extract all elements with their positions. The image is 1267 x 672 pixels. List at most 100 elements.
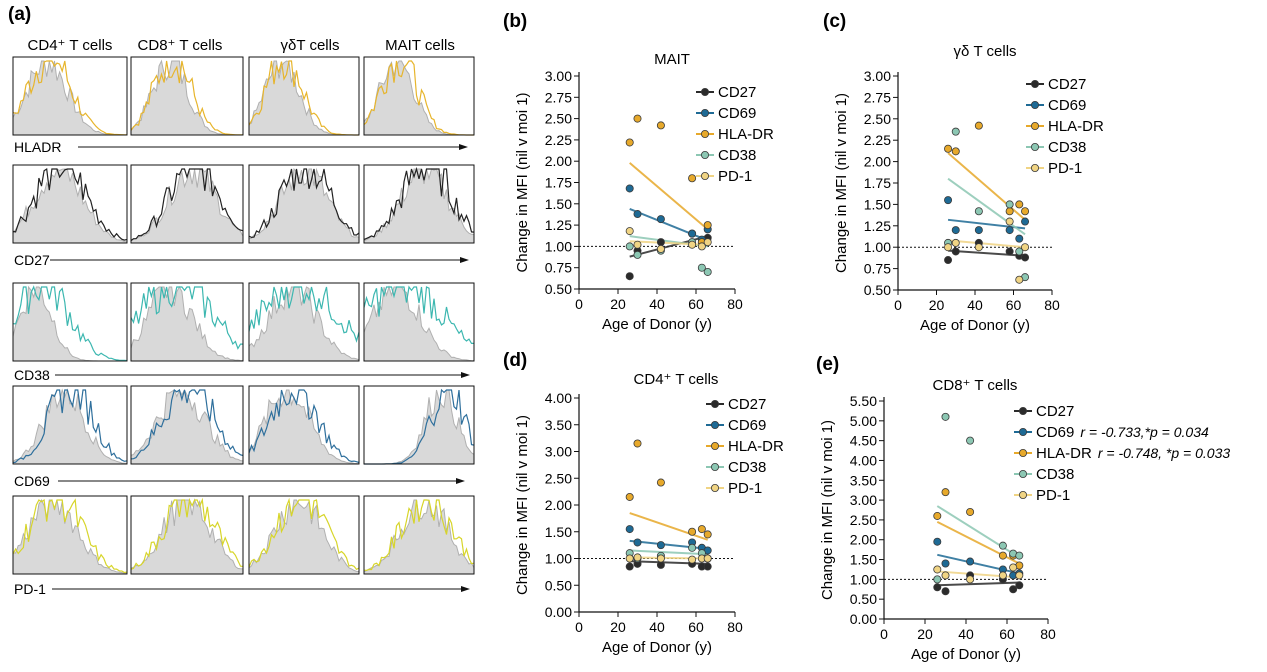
- histogram-stimulated-line: [12, 60, 127, 136]
- x-tick-label: 40: [649, 619, 665, 635]
- data-point-cd27: [933, 583, 942, 592]
- x-tick-label: 60: [688, 296, 704, 312]
- y-tick-label: 2.50: [545, 111, 572, 127]
- x-tick-label: 60: [1006, 297, 1022, 313]
- legend-item-pd-1: PD-1: [706, 480, 762, 497]
- histogram-baseline-fill: [12, 388, 128, 465]
- histogram-frame: [130, 385, 244, 465]
- row-axis-arrowhead: [460, 257, 469, 263]
- data-point-hla-dr: [625, 492, 634, 501]
- legend-label: PD-1: [1048, 160, 1082, 177]
- legend-stat: r = -0.748, *p = 0.033: [1098, 445, 1231, 461]
- legend-swatch-marker: [711, 420, 720, 429]
- data-point-hla-dr: [688, 174, 697, 183]
- data-point-cd69: [1005, 226, 1014, 235]
- histogram-cd27-1: [12, 164, 128, 244]
- y-tick-label: 4.00: [545, 390, 572, 406]
- histogram-frame: [12, 385, 128, 465]
- legend-label: CD38: [1036, 466, 1074, 483]
- histogram-stimulated-line: [12, 498, 128, 574]
- data-point-hla-dr: [998, 551, 1007, 560]
- scatter-panel-c: (c) γδ T cells 0.50 0.75 1.00 1.25 1.50 1.75 2.0…: [823, 11, 1104, 334]
- data-point-hla-dr: [944, 144, 953, 153]
- legend-label: CD69: [1048, 97, 1086, 114]
- y-tick-label: 3.00: [850, 492, 877, 508]
- row-label-cd69: CD69: [14, 473, 50, 489]
- data-point-cd69: [656, 541, 665, 550]
- histogram-frame: [130, 164, 244, 244]
- legend-label: PD-1: [718, 168, 752, 185]
- legend-label: CD69: [728, 417, 766, 434]
- data-point-cd38: [1005, 200, 1014, 209]
- data-point-cd69: [951, 226, 960, 235]
- panel-a: (a) CD4⁺ T cells CD8⁺ T cells γδT cells MAIT…: [8, 4, 475, 597]
- data-point-cd38: [933, 575, 942, 584]
- legend-item-pd-1: PD-1: [1014, 487, 1070, 504]
- legend-label: CD38: [1048, 139, 1086, 156]
- histogram-row-cd69: CD69: [12, 385, 475, 489]
- data-point-hla-dr: [951, 147, 960, 156]
- chart-title: CD8⁺ T cells: [933, 377, 1018, 394]
- data-point-hla-dr: [933, 511, 942, 520]
- y-tick-label: 4.50: [850, 433, 877, 449]
- scatter-panel-d: (d) CD4⁺ T cells 0.00 0.50 1.00 1.50 2.00 2.50 3…: [503, 350, 784, 656]
- x-tick-label: 40: [958, 626, 974, 642]
- y-axis-label: Change in MFI (nil v moi 1): [514, 415, 531, 595]
- histogram-frame: [12, 282, 128, 362]
- data-point-cd69: [933, 537, 942, 546]
- data-point-cd27: [941, 587, 950, 596]
- histogram-stimulated-line: [248, 389, 360, 464]
- x-tick-label: 20: [610, 296, 626, 312]
- data-point-pd-1: [941, 571, 950, 580]
- x-tick-label: 80: [1044, 297, 1060, 313]
- data-point-pd-1: [944, 243, 953, 252]
- data-point-cd69: [625, 525, 634, 534]
- data-point-hla-dr: [1015, 200, 1024, 209]
- data-point-cd69: [1021, 217, 1030, 226]
- data-point-cd38: [1015, 551, 1024, 560]
- histogram-stimulated-line: [363, 499, 475, 572]
- y-tick-label: 2.00: [545, 497, 572, 513]
- histogram-baseline-fill: [248, 167, 360, 244]
- data-point-hla-dr: [656, 121, 665, 130]
- fit-line-cd38: [947, 177, 1026, 236]
- row-axis-arrowhead: [459, 144, 468, 150]
- histogram-cd27-3: [248, 164, 360, 244]
- histogram-frame: [248, 164, 360, 244]
- histogram-frame: [12, 495, 128, 575]
- data-point-cd38: [633, 250, 642, 259]
- histogram-frame: [12, 164, 128, 244]
- histogram-frame: [12, 56, 128, 136]
- histogram-frame: [363, 164, 475, 244]
- y-axis-label: Change in MFI (nil v moi 1): [514, 92, 531, 272]
- fit-line-cd27: [947, 249, 1026, 257]
- data-point-pd-1: [974, 243, 983, 252]
- data-point-pd-1: [633, 553, 642, 562]
- data-point-pd-1: [1021, 243, 1030, 252]
- histogram-baseline-fill: [248, 286, 360, 362]
- legend-label: CD38: [718, 147, 756, 164]
- y-tick-label: 0.00: [545, 604, 572, 620]
- legend-item-cd27: CD27: [706, 396, 766, 413]
- data-point-cd27: [1021, 253, 1030, 262]
- data-point-cd69: [966, 557, 975, 566]
- legend-swatch-marker: [1019, 490, 1028, 499]
- histogram-baseline-fill: [12, 498, 128, 575]
- legend-label: CD69: [718, 105, 756, 122]
- panel-label: (d): [503, 350, 527, 371]
- x-axis-label: Age of Donor (y): [602, 639, 712, 656]
- fit-line-hla-dr: [629, 512, 709, 541]
- data-point-pd-1: [998, 571, 1007, 580]
- row-axis-arrowhead: [456, 478, 465, 484]
- column-header-2: CD8⁺ T cells: [138, 37, 223, 54]
- y-tick-label: 5.00: [850, 413, 877, 429]
- histogram-baseline-fill: [130, 59, 243, 136]
- legend-swatch-marker: [711, 483, 720, 492]
- histogram-cd38-3: [248, 282, 360, 362]
- panel-label: (b): [503, 11, 527, 32]
- legend-swatch-marker: [701, 88, 710, 97]
- histogram-stimulated-line: [248, 60, 359, 136]
- legend-label: CD27: [1048, 76, 1086, 93]
- legend-swatch-marker: [1031, 80, 1040, 89]
- data-point-cd27: [625, 562, 634, 571]
